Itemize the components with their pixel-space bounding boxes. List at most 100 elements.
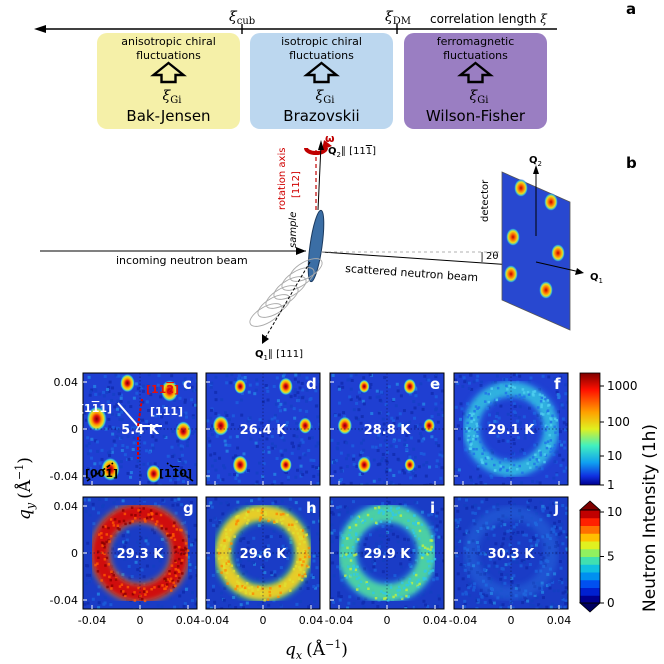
incoming-beam-arrow bbox=[296, 247, 306, 255]
linear-colorbar bbox=[578, 500, 602, 613]
two-theta-label: 2θ bbox=[486, 251, 498, 262]
colorbar-tick-label: 10 bbox=[607, 449, 622, 463]
temperature-label: 29.3 K bbox=[117, 547, 165, 562]
direction-label: [111] bbox=[150, 405, 183, 418]
sample-label: sample bbox=[288, 212, 299, 248]
bragg-peak bbox=[357, 456, 372, 474]
axis-arrow-head bbox=[34, 25, 46, 33]
colorbar-step bbox=[580, 572, 600, 581]
bragg-peak bbox=[403, 378, 417, 395]
colorbar-tick-label: 1 bbox=[607, 478, 615, 492]
regime-desc-line2: fluctuations bbox=[136, 49, 201, 62]
colorbar-extend-top bbox=[578, 500, 602, 511]
temperature-label: 29.1 K bbox=[488, 423, 536, 438]
y-tick-label: 0.04 bbox=[54, 376, 79, 389]
regime-name: Wilson-Fisher bbox=[426, 107, 526, 125]
bragg-peak bbox=[278, 377, 293, 396]
map-panel-letter: f bbox=[554, 375, 561, 393]
ginzburg-length: ξGi bbox=[163, 88, 182, 106]
direction-line bbox=[86, 462, 114, 482]
temperature-label: 30.3 K bbox=[488, 547, 536, 562]
det-q2-label: Q2 bbox=[529, 155, 542, 168]
det-q1-arrow-head bbox=[575, 268, 584, 275]
direction-line bbox=[166, 462, 194, 482]
rotation-axis-label: rotation axis bbox=[277, 148, 288, 210]
omega-label: ω bbox=[325, 132, 335, 145]
y-tick-label: -0.04 bbox=[50, 470, 78, 483]
log-colorbar-ticks: 1000 100 10 1 bbox=[600, 379, 638, 492]
colorbar-step bbox=[580, 556, 600, 565]
colorbar-step bbox=[580, 595, 600, 604]
panel-a: a ξcub ξDM correlation length ξ anisotro… bbox=[34, 0, 636, 129]
axis-title: correlation length ξ bbox=[430, 12, 548, 26]
regime-desc-line2: fluctuations bbox=[289, 49, 354, 62]
bragg-peak bbox=[232, 455, 248, 475]
temperature-label: 29.6 K bbox=[240, 547, 288, 562]
bragg-peak bbox=[175, 421, 192, 442]
regime-desc-line1: isotropic chiral bbox=[281, 35, 362, 48]
xi-cub-label: ξcub bbox=[229, 9, 255, 27]
direction-arrow-red bbox=[137, 398, 143, 427]
bragg-peak bbox=[423, 418, 436, 434]
direction-label: [111] bbox=[79, 402, 112, 415]
up-arrow-icon bbox=[457, 61, 494, 84]
map-panel-e: e 28.8 K bbox=[329, 372, 445, 486]
bragg-peak bbox=[146, 464, 162, 484]
bragg-peak bbox=[234, 378, 247, 395]
map-panel-letter: c bbox=[183, 375, 192, 393]
x-tick-label: 0 bbox=[384, 614, 391, 627]
rotation-arrow bbox=[304, 147, 328, 155]
map-panel-i: i 29.9 K -0.04 0 0.04 bbox=[325, 496, 447, 627]
q1-arrow-line bbox=[263, 261, 311, 341]
detector-peak bbox=[539, 281, 553, 299]
map-panel-g: g 29.3 K -0.04 0 0.04 0.04 0 -0.04 bbox=[50, 496, 200, 627]
colorbar-step bbox=[580, 548, 600, 557]
bragg-peak bbox=[279, 457, 292, 473]
bragg-peak bbox=[119, 373, 135, 393]
regime-desc-line2: fluctuations bbox=[443, 49, 508, 62]
detector-label: detector bbox=[480, 179, 491, 222]
direction-label-red: [112] bbox=[146, 383, 179, 396]
temperature-label: 29.9 K bbox=[364, 547, 412, 562]
colorbar-tick-label: 1000 bbox=[607, 379, 638, 393]
regime-boxes: anisotropic chiralfluctuationsξGiBak-Jen… bbox=[97, 33, 547, 129]
q1-label: Q1∥ [111] bbox=[255, 349, 303, 362]
colorbar-tick-label: 100 bbox=[607, 415, 630, 429]
colorbar-step bbox=[580, 587, 600, 596]
map-panel-letter: i bbox=[430, 499, 435, 517]
x-tick-label: -0.04 bbox=[78, 614, 106, 627]
x-tick-label: 0 bbox=[137, 614, 144, 627]
regime-desc-line1: anisotropic chiral bbox=[121, 35, 216, 48]
x-tick-label: -0.04 bbox=[325, 614, 353, 627]
det-q2-arrow-head bbox=[533, 165, 539, 174]
q2-arrow-head bbox=[318, 140, 324, 150]
colorbar-step bbox=[580, 533, 600, 542]
incoming-beam-label: incoming neutron beam bbox=[116, 254, 248, 267]
x-tick-label: 0 bbox=[508, 614, 515, 627]
y-axis-label: qy(Å−1) bbox=[13, 457, 37, 520]
det-q1-label: Q1 bbox=[590, 272, 603, 285]
direction-label: [110] bbox=[159, 467, 192, 480]
map-panel-c: c5.4 K0.040-0.04[111] [111][112][001] [110… bbox=[50, 372, 198, 486]
colorbar-title: Neutron Intensity (1h) bbox=[640, 424, 660, 612]
colorbar-step bbox=[580, 579, 600, 588]
rotation-axis-direction: [112] bbox=[291, 171, 302, 198]
colorbar-step bbox=[580, 517, 600, 526]
bragg-peak bbox=[160, 379, 179, 402]
det-q1-arrow bbox=[535, 261, 581, 273]
y-tick-label: 0 bbox=[71, 423, 78, 436]
x-tick-label: 0.04 bbox=[299, 614, 324, 627]
rotation-arrow-head bbox=[322, 140, 332, 150]
crystal-directions: [111] [111] [112] [001] [110] bbox=[79, 383, 194, 482]
map-panel-h: h 29.6 K -0.04 0 0.04 bbox=[201, 496, 324, 627]
log-colorbar bbox=[579, 372, 601, 486]
map-panel-letter: g bbox=[183, 499, 194, 517]
colorbar-tick-label: 0 bbox=[607, 596, 615, 610]
map-panel-letter: e bbox=[430, 375, 440, 393]
map-panel-d: d 26.4 K bbox=[205, 372, 321, 486]
colorbar-extend-bottom bbox=[578, 602, 602, 613]
temperature-label: 28.8 K bbox=[364, 423, 412, 438]
bragg-peak bbox=[298, 417, 312, 434]
map-panel-j: j 30.3 K -0.04 0 0.04 bbox=[449, 496, 571, 627]
